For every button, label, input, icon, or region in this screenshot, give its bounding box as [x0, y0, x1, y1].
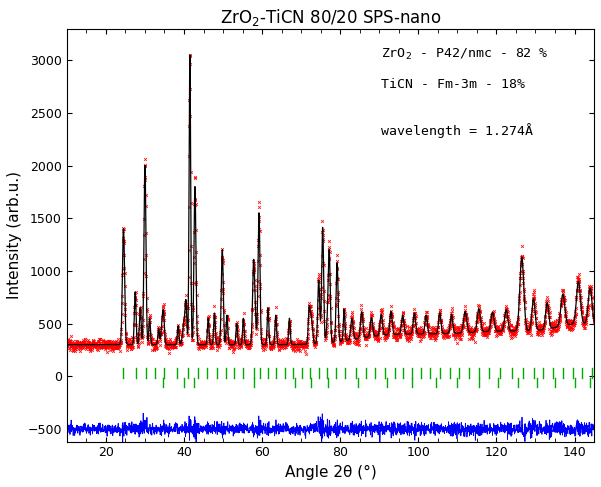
Text: wavelength = 1.274Å: wavelength = 1.274Å [380, 124, 532, 138]
Title: ZrO$_2$-TiCN 80/20 SPS-nano: ZrO$_2$-TiCN 80/20 SPS-nano [219, 7, 441, 28]
Text: TiCN - Fm-3m - 18%: TiCN - Fm-3m - 18% [380, 78, 525, 91]
X-axis label: Angle 2θ (°): Angle 2θ (°) [285, 465, 376, 480]
Y-axis label: Intensity (arb.u.): Intensity (arb.u.) [7, 171, 22, 299]
Text: ZrO$_2$ - P42/nmc - 82 %: ZrO$_2$ - P42/nmc - 82 % [380, 47, 548, 62]
